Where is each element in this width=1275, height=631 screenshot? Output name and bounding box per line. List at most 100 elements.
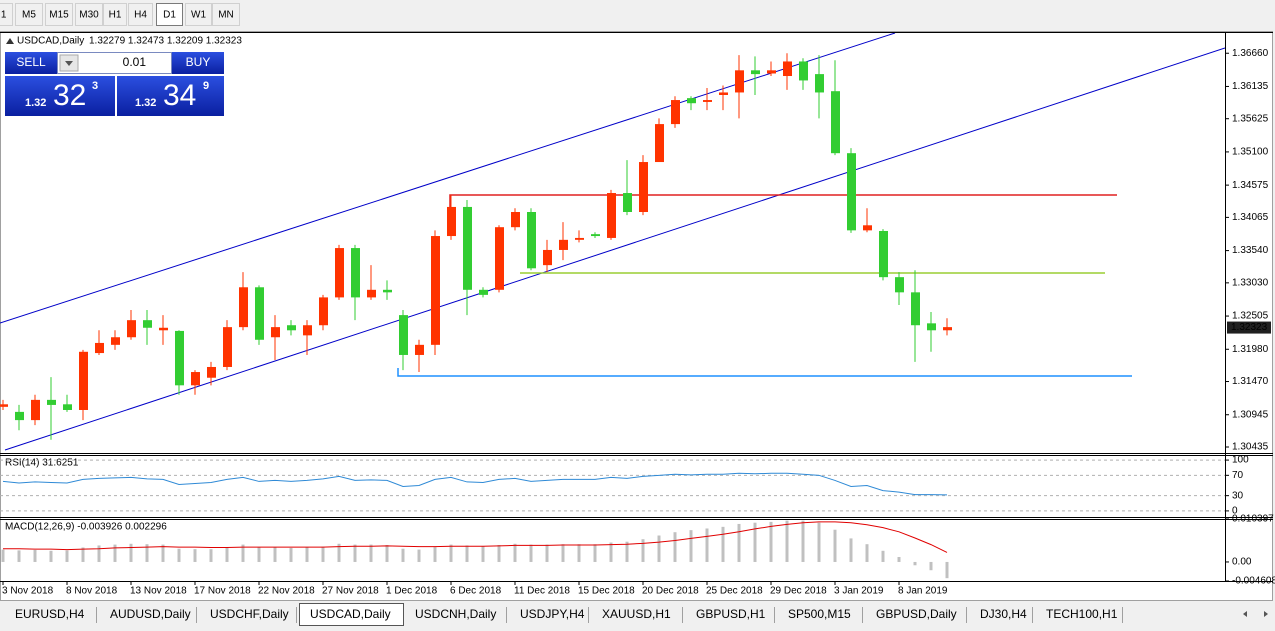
candle-body bbox=[191, 372, 200, 386]
candle-body bbox=[415, 344, 424, 355]
candle-body bbox=[479, 289, 488, 295]
tab-label[interactable]: DJ30,H4 bbox=[980, 607, 1027, 621]
timeframe-label[interactable]: H1 bbox=[109, 10, 122, 21]
x-tick-label: 11 Dec 2018 bbox=[514, 586, 570, 597]
candle-body bbox=[255, 287, 264, 340]
timeframe-button[interactable] bbox=[156, 3, 183, 26]
x-tick-label: 20 Dec 2018 bbox=[642, 586, 699, 597]
timeframe-button[interactable] bbox=[45, 3, 73, 26]
tab-label[interactable]: AUDUSD,Daily bbox=[110, 607, 191, 621]
candle-body bbox=[367, 289, 376, 298]
timeframe-label[interactable]: MN bbox=[218, 10, 234, 21]
active-tab[interactable] bbox=[299, 603, 404, 626]
sell-button[interactable] bbox=[5, 52, 57, 74]
y-tick-label: 70 bbox=[1232, 470, 1244, 481]
candle-body bbox=[831, 91, 840, 154]
panel-title: RSI(14) 31.6251 bbox=[5, 458, 79, 469]
timeframe-button[interactable] bbox=[212, 3, 240, 26]
tab-label[interactable]: USDCAD,Daily bbox=[310, 607, 391, 621]
y-tick-label: 0 bbox=[1232, 506, 1238, 517]
timeframe-button[interactable] bbox=[185, 3, 212, 26]
buy-label[interactable]: BUY bbox=[186, 55, 211, 69]
tab-label[interactable]: GBPUSD,Daily bbox=[876, 607, 957, 621]
ask-big: 34 bbox=[163, 79, 196, 112]
x-tick-label: 29 Dec 2018 bbox=[770, 586, 827, 597]
candle-body bbox=[895, 277, 904, 293]
tab-label[interactable]: TECH100,H1 bbox=[1046, 607, 1118, 621]
tab-label[interactable]: XAUUSD,H1 bbox=[602, 607, 671, 621]
macd-bar bbox=[65, 550, 69, 562]
macd-bar bbox=[401, 548, 405, 562]
x-tick-label: 22 Nov 2018 bbox=[258, 586, 315, 597]
tab-label[interactable]: SP500,M15 bbox=[788, 607, 851, 621]
last-price-box bbox=[1227, 321, 1271, 334]
candle-body bbox=[495, 227, 504, 290]
tab-label[interactable]: EURUSD,H4 bbox=[15, 607, 85, 621]
lot-value[interactable]: 0.01 bbox=[123, 55, 147, 69]
candle-body bbox=[95, 342, 104, 354]
candle-body bbox=[303, 325, 312, 336]
macd-bar bbox=[369, 544, 373, 562]
candle-body bbox=[703, 100, 712, 102]
tab-label[interactable]: GBPUSD,H1 bbox=[696, 607, 766, 621]
macd-bar bbox=[849, 538, 853, 562]
macd-bar bbox=[145, 544, 149, 562]
macd-bar bbox=[817, 522, 821, 562]
candle-body bbox=[287, 325, 296, 331]
timeframe-button[interactable] bbox=[103, 3, 127, 26]
ask-prefix: 1.32 bbox=[135, 97, 156, 109]
candle-body bbox=[239, 287, 248, 328]
tabs: EURUSD,H4 AUDUSD,Daily USDCHF,Daily USDCAD,… bbox=[15, 603, 1123, 626]
macd-bar bbox=[737, 523, 741, 562]
timeframe-label[interactable]: M5 bbox=[22, 10, 36, 21]
candle-body bbox=[943, 327, 952, 331]
timeframe-label[interactable]: W1 bbox=[191, 10, 206, 21]
macd-bar bbox=[929, 561, 933, 571]
timeframe-label[interactable]: D1 bbox=[163, 10, 176, 21]
resistance-line bbox=[449, 194, 1117, 207]
candle-body bbox=[31, 399, 40, 421]
signal-line bbox=[3, 521, 948, 553]
macd-bar bbox=[641, 539, 645, 562]
timeframe-button[interactable] bbox=[128, 3, 153, 26]
candle-body bbox=[879, 230, 888, 278]
tab-label[interactable]: USDCHF,Daily bbox=[210, 607, 289, 621]
candle-body bbox=[335, 248, 344, 298]
macd-bar bbox=[481, 546, 485, 562]
ask-box[interactable] bbox=[117, 76, 224, 116]
timeframe-label[interactable]: M30 bbox=[79, 10, 99, 21]
candle-body bbox=[175, 330, 184, 386]
candle-body bbox=[319, 297, 328, 326]
timeframe-button[interactable] bbox=[15, 3, 43, 26]
buy-button[interactable] bbox=[172, 52, 224, 74]
timeframe-button[interactable] bbox=[75, 3, 103, 26]
macd-bar bbox=[769, 521, 773, 562]
sell-label[interactable]: SELL bbox=[16, 55, 46, 69]
macd-bar bbox=[609, 542, 613, 562]
panel-title: MACD(12,26,9) -0.003926 0.002296 bbox=[5, 522, 167, 533]
y-tick-label: 1.31980 bbox=[1232, 344, 1269, 355]
macd-bar bbox=[625, 541, 629, 562]
tab-bar bbox=[0, 601, 1275, 631]
macd-bar bbox=[161, 544, 165, 562]
ohlc-label: 1.32279 1.32473 1.32209 1.32323 bbox=[89, 36, 242, 47]
candle-body bbox=[783, 61, 792, 77]
tab-label[interactable]: USDCNH,Daily bbox=[415, 607, 496, 621]
candle-body bbox=[79, 351, 88, 410]
macd-bar bbox=[465, 545, 469, 562]
timeframe-label[interactable]: H4 bbox=[134, 10, 147, 21]
tab-label[interactable]: USDJPY,H4 bbox=[520, 607, 585, 621]
bid-box[interactable] bbox=[5, 76, 115, 116]
candle-body bbox=[655, 124, 664, 163]
macd-bar bbox=[113, 544, 117, 562]
candle-body bbox=[639, 162, 648, 213]
lot-field[interactable] bbox=[57, 52, 172, 74]
timeframe-label[interactable]: M1 bbox=[0, 10, 7, 21]
timeframe-button[interactable] bbox=[0, 3, 13, 26]
x-tick-label: 15 Dec 2018 bbox=[578, 586, 635, 597]
candle-body bbox=[143, 320, 152, 328]
macd-bar bbox=[33, 549, 37, 562]
y-tick-label: -0.004608 bbox=[1232, 576, 1275, 587]
macd-bar bbox=[177, 548, 181, 562]
timeframe-label[interactable]: M15 bbox=[49, 10, 69, 21]
